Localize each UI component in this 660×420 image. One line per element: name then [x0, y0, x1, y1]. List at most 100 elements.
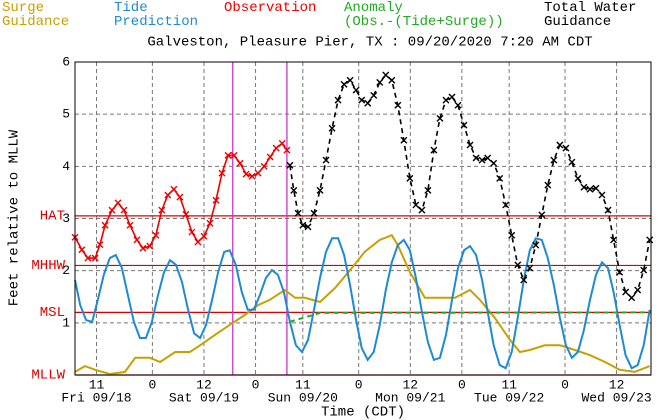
- point-marker: [634, 286, 642, 294]
- x-tick-label: 11: [295, 377, 311, 392]
- point-marker: [316, 186, 324, 194]
- y-tick-label: 3: [62, 211, 70, 226]
- plot-frame: [74, 61, 652, 376]
- y-tick-label: 5: [62, 107, 70, 122]
- point-marker: [394, 101, 402, 109]
- point-marker: [622, 288, 630, 296]
- point-marker: [550, 156, 558, 164]
- point-marker: [604, 206, 612, 214]
- point-marker: [568, 158, 576, 166]
- point-marker: [212, 196, 220, 204]
- point-marker: [294, 209, 302, 217]
- point-marker: [562, 144, 570, 152]
- point-marker: [502, 201, 510, 209]
- point-marker: [248, 172, 256, 180]
- y-tick-label: 2: [62, 263, 70, 278]
- x-tick-label: 0: [148, 377, 156, 392]
- series-line: [289, 311, 650, 323]
- point-marker: [376, 78, 384, 86]
- chart-title: Galveston, Pleasure Pier, TX : 09/20/202…: [147, 35, 592, 51]
- y-tick-label: 6: [62, 54, 70, 69]
- point-marker: [328, 124, 336, 132]
- x-tick-label: 0: [252, 377, 260, 392]
- point-marker: [538, 211, 546, 219]
- point-marker: [556, 141, 564, 149]
- point-marker: [646, 236, 654, 244]
- point-marker: [286, 161, 294, 169]
- point-marker: [430, 146, 438, 154]
- point-marker: [158, 206, 166, 214]
- point-marker: [272, 144, 280, 152]
- point-marker: [586, 185, 594, 193]
- point-marker: [114, 199, 122, 207]
- point-marker: [133, 236, 141, 244]
- point-marker: [616, 268, 624, 276]
- point-marker: [454, 101, 462, 109]
- point-marker: [448, 93, 456, 101]
- point-marker: [164, 191, 172, 199]
- point-marker: [194, 238, 202, 246]
- point-marker: [224, 151, 232, 159]
- point-marker: [436, 114, 444, 122]
- day-label: Fri 09/18: [61, 390, 131, 405]
- point-marker: [406, 174, 414, 182]
- day-label: Sun 09/20: [268, 390, 338, 405]
- point-marker: [254, 169, 262, 177]
- series-line: [289, 73, 651, 299]
- point-marker: [304, 223, 312, 231]
- point-marker: [120, 206, 128, 214]
- legend-entry: Total Water Guidance: [544, 0, 637, 30]
- x-tick-label: 0: [561, 377, 569, 392]
- point-marker: [598, 191, 606, 199]
- point-marker: [610, 236, 618, 244]
- datum-label: MLLW: [31, 368, 65, 384]
- point-marker: [388, 76, 396, 84]
- day-label: Mon 09/21: [375, 390, 445, 405]
- point-marker: [628, 294, 636, 302]
- y-tick-label: 1: [62, 315, 70, 330]
- point-marker: [640, 266, 648, 274]
- point-marker: [382, 71, 390, 79]
- point-marker: [108, 206, 116, 214]
- point-marker: [152, 231, 160, 239]
- point-marker: [78, 246, 86, 254]
- point-marker: [188, 228, 196, 236]
- datum-label: MHHW: [31, 258, 65, 274]
- point-marker: [334, 96, 342, 104]
- day-label: Wed 09/23: [582, 390, 652, 405]
- point-marker: [532, 241, 540, 249]
- point-marker: [358, 96, 366, 104]
- point-marker: [424, 186, 432, 194]
- point-marker: [236, 159, 244, 167]
- x-tick-label: 11: [501, 377, 517, 392]
- legend-entry: Anomaly (Obs.-(Tide+Surge)): [344, 0, 504, 30]
- x-tick-label: 0: [458, 377, 466, 392]
- x-tick-label: 12: [196, 377, 212, 392]
- point-marker: [460, 121, 468, 129]
- point-marker: [200, 232, 208, 240]
- series-line: [74, 233, 651, 376]
- point-marker: [283, 146, 291, 154]
- point-marker: [146, 242, 154, 250]
- point-marker: [418, 206, 426, 214]
- point-marker: [91, 254, 99, 262]
- day-label: Sat 09/19: [169, 390, 239, 405]
- day-label: Tue 09/22: [474, 390, 544, 405]
- point-marker: [290, 186, 298, 194]
- point-marker: [84, 254, 92, 262]
- y-axis-label: Feet relative to MLLW: [7, 129, 23, 306]
- point-marker: [139, 244, 147, 252]
- point-marker: [412, 201, 420, 209]
- legend-entry: Observation: [224, 0, 317, 16]
- point-marker: [580, 183, 588, 191]
- x-tick-label: 0: [355, 377, 363, 392]
- datum-label: HAT: [40, 209, 65, 225]
- point-marker: [544, 181, 552, 189]
- point-marker: [526, 264, 534, 272]
- point-marker: [400, 136, 408, 144]
- point-marker: [182, 210, 190, 218]
- point-marker: [364, 99, 372, 107]
- point-marker: [260, 162, 268, 170]
- point-marker: [346, 76, 354, 84]
- x-axis-label: Time (CDT): [321, 405, 405, 420]
